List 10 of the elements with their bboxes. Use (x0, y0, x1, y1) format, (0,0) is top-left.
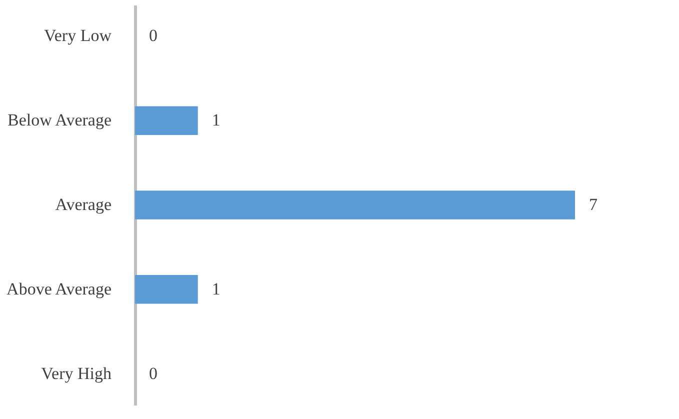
y-tick-label: Very High (41, 364, 112, 383)
data-label: 0 (149, 26, 158, 46)
y-tick-label: Below Average (7, 110, 112, 130)
data-label: 7 (589, 195, 598, 214)
y-tick-label: Above Average (6, 279, 112, 298)
data-label: 1 (212, 279, 220, 298)
data-label: 0 (149, 364, 158, 383)
y-tick-label: Very Low (44, 26, 112, 46)
data-label: 1 (212, 110, 220, 130)
y-tick-label: Average (55, 195, 112, 214)
